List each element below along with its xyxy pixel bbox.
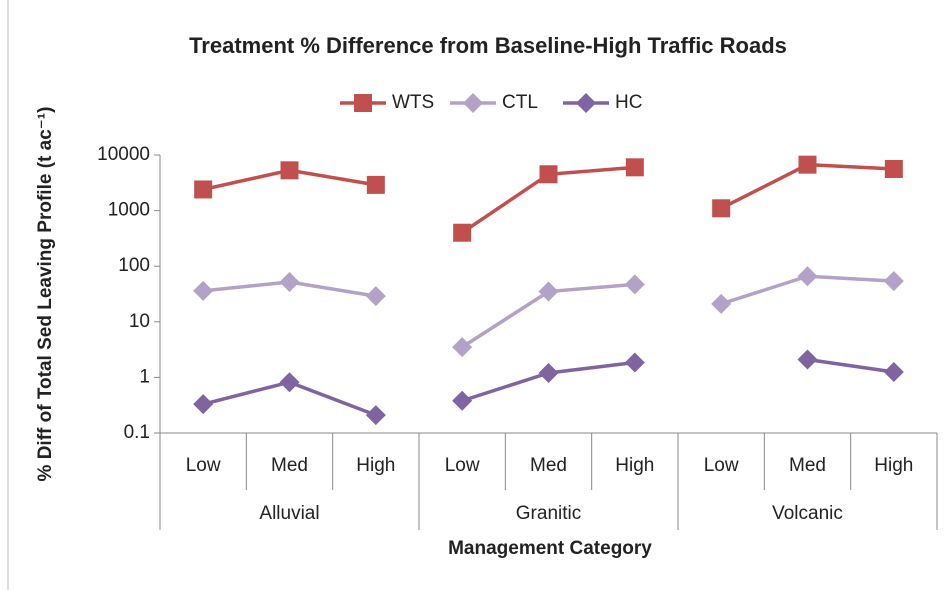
series-marker — [452, 390, 473, 411]
x-tick-label: High — [356, 455, 395, 476]
series-marker — [883, 271, 904, 292]
series-marker — [797, 349, 818, 370]
x-tick-label: Low — [704, 455, 739, 476]
series-marker — [539, 165, 558, 184]
y-tick-label: 100 — [118, 255, 150, 276]
legend-label: HC — [615, 92, 642, 113]
legend-marker — [354, 94, 372, 112]
x-tick-label: Med — [271, 455, 308, 476]
series-marker — [624, 352, 645, 373]
series-marker — [193, 394, 214, 415]
y-tick-label: 1 — [139, 366, 150, 387]
series-marker — [797, 266, 818, 287]
y-tick-label: 10 — [129, 311, 150, 332]
chart-title: Treatment % Difference from Baseline-Hig… — [189, 33, 787, 58]
series-marker — [366, 175, 385, 194]
legend-marker — [463, 93, 483, 113]
legend-label: CTL — [502, 92, 538, 113]
group-label: Granitic — [516, 503, 581, 524]
series-marker — [883, 362, 904, 383]
x-tick-label: Low — [445, 455, 480, 476]
series-marker — [538, 281, 559, 302]
group-label: Volcanic — [772, 503, 843, 524]
legend-label: WTS — [392, 92, 434, 113]
series-marker — [365, 405, 386, 426]
y-tick-label: 10000 — [97, 144, 150, 165]
series-marker — [711, 293, 732, 314]
group-label: Alluvial — [259, 503, 319, 524]
y-tick-label: 1000 — [108, 200, 150, 221]
x-tick-label: Low — [186, 455, 221, 476]
series-marker — [280, 161, 299, 180]
legend-marker — [576, 93, 596, 113]
series-marker — [624, 274, 645, 295]
series-marker — [365, 286, 386, 307]
series-marker — [712, 199, 731, 218]
x-tick-label: Med — [530, 455, 567, 476]
series-marker — [884, 160, 903, 179]
series-marker — [193, 280, 214, 301]
x-tick-label: Med — [789, 455, 826, 476]
x-tick-label: High — [615, 455, 654, 476]
series-marker — [453, 223, 472, 242]
series-marker — [279, 271, 300, 292]
series-marker — [279, 372, 300, 393]
series-marker — [194, 180, 213, 199]
series-marker — [625, 158, 644, 177]
series-marker — [452, 337, 473, 358]
series-marker — [798, 155, 817, 174]
x-tick-label: High — [874, 455, 913, 476]
y-axis-title: % Diff of Total Sed Leaving Profile (t a… — [35, 107, 56, 482]
series-marker — [538, 362, 559, 383]
series-line — [807, 357, 895, 374]
x-axis-title: Management Category — [448, 538, 652, 559]
y-tick-label: 0.1 — [124, 422, 150, 443]
